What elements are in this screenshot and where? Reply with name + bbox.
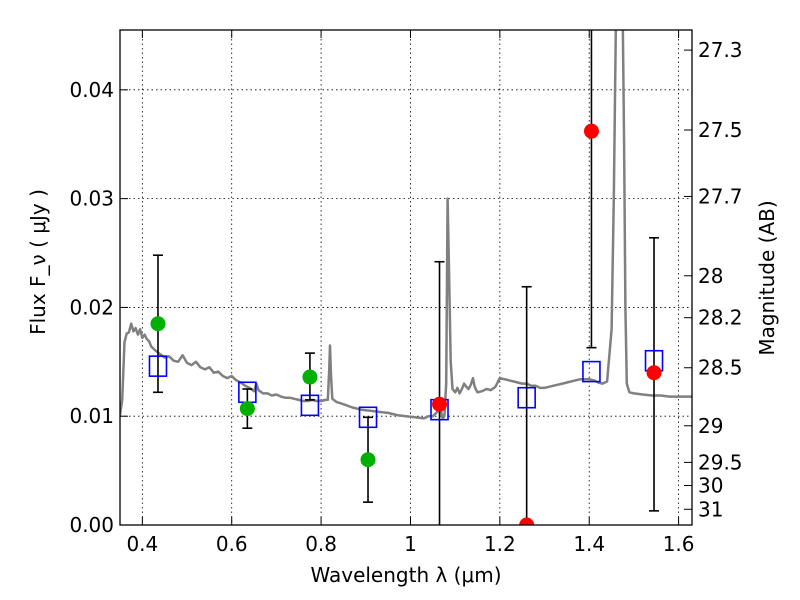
observed-flux-point [360, 452, 376, 468]
right-tick-label: 27.7 [698, 184, 743, 208]
observed-flux-point [519, 517, 535, 525]
plot-frame [119, 29, 693, 526]
model-spectrum-line [120, 30, 692, 420]
model-photometry-point [300, 394, 320, 417]
grid-lines [120, 30, 692, 525]
y-tick-label: 0.01 [69, 404, 114, 428]
model-photometry-point [517, 386, 536, 409]
y-tick-label: 0.00 [69, 513, 114, 537]
x-tick-label: 1.6 [663, 532, 695, 556]
right-tick-label: 31 [698, 497, 723, 521]
observed-flux-point [646, 365, 662, 381]
right-tick-label: 28.2 [698, 306, 743, 330]
observed-flux-point [150, 316, 166, 332]
right-tick-label: 28.5 [698, 356, 743, 380]
y-tick-label: 0.03 [69, 187, 114, 211]
right-tick-label: 27.3 [698, 38, 743, 62]
model-photometry-point [582, 360, 601, 383]
y-tick-label: 0.04 [69, 78, 114, 102]
x-tick-label: 0.6 [216, 532, 248, 556]
model-photometry-point [148, 355, 168, 377]
x-tick-label: 0.8 [305, 532, 337, 556]
axis-ticks: 0.4 0.6 0.8 1 1.2 1.4 1.6 0.00 0.01 0.02 0.03 0.04 2… [69, 30, 743, 556]
right-tick-label: 27.5 [698, 118, 743, 142]
observed-flux-point [432, 396, 448, 412]
right-tick-label: 30 [698, 474, 723, 498]
model-photometry-point [358, 406, 378, 429]
right-tick-label: 29.5 [698, 450, 743, 474]
x-tick-label: 1 [404, 532, 417, 556]
y-axis-title: Flux F_ν ( μJy ) [26, 189, 50, 335]
y-tick-label: 0.02 [69, 295, 114, 319]
y-axis-right-title: Magnitude (AB) [755, 200, 779, 355]
x-tick-label: 1.2 [484, 532, 516, 556]
observed-flux-point [302, 369, 318, 385]
observed-flux-point [239, 401, 255, 417]
right-tick-label: 29 [698, 414, 723, 438]
observed-flux-point [583, 123, 599, 139]
x-tick-label: 1.4 [573, 532, 605, 556]
right-tick-label: 28 [698, 264, 723, 288]
x-tick-label: 0.4 [126, 532, 158, 556]
x-axis-title: Wavelength λ (μm) [310, 563, 501, 587]
